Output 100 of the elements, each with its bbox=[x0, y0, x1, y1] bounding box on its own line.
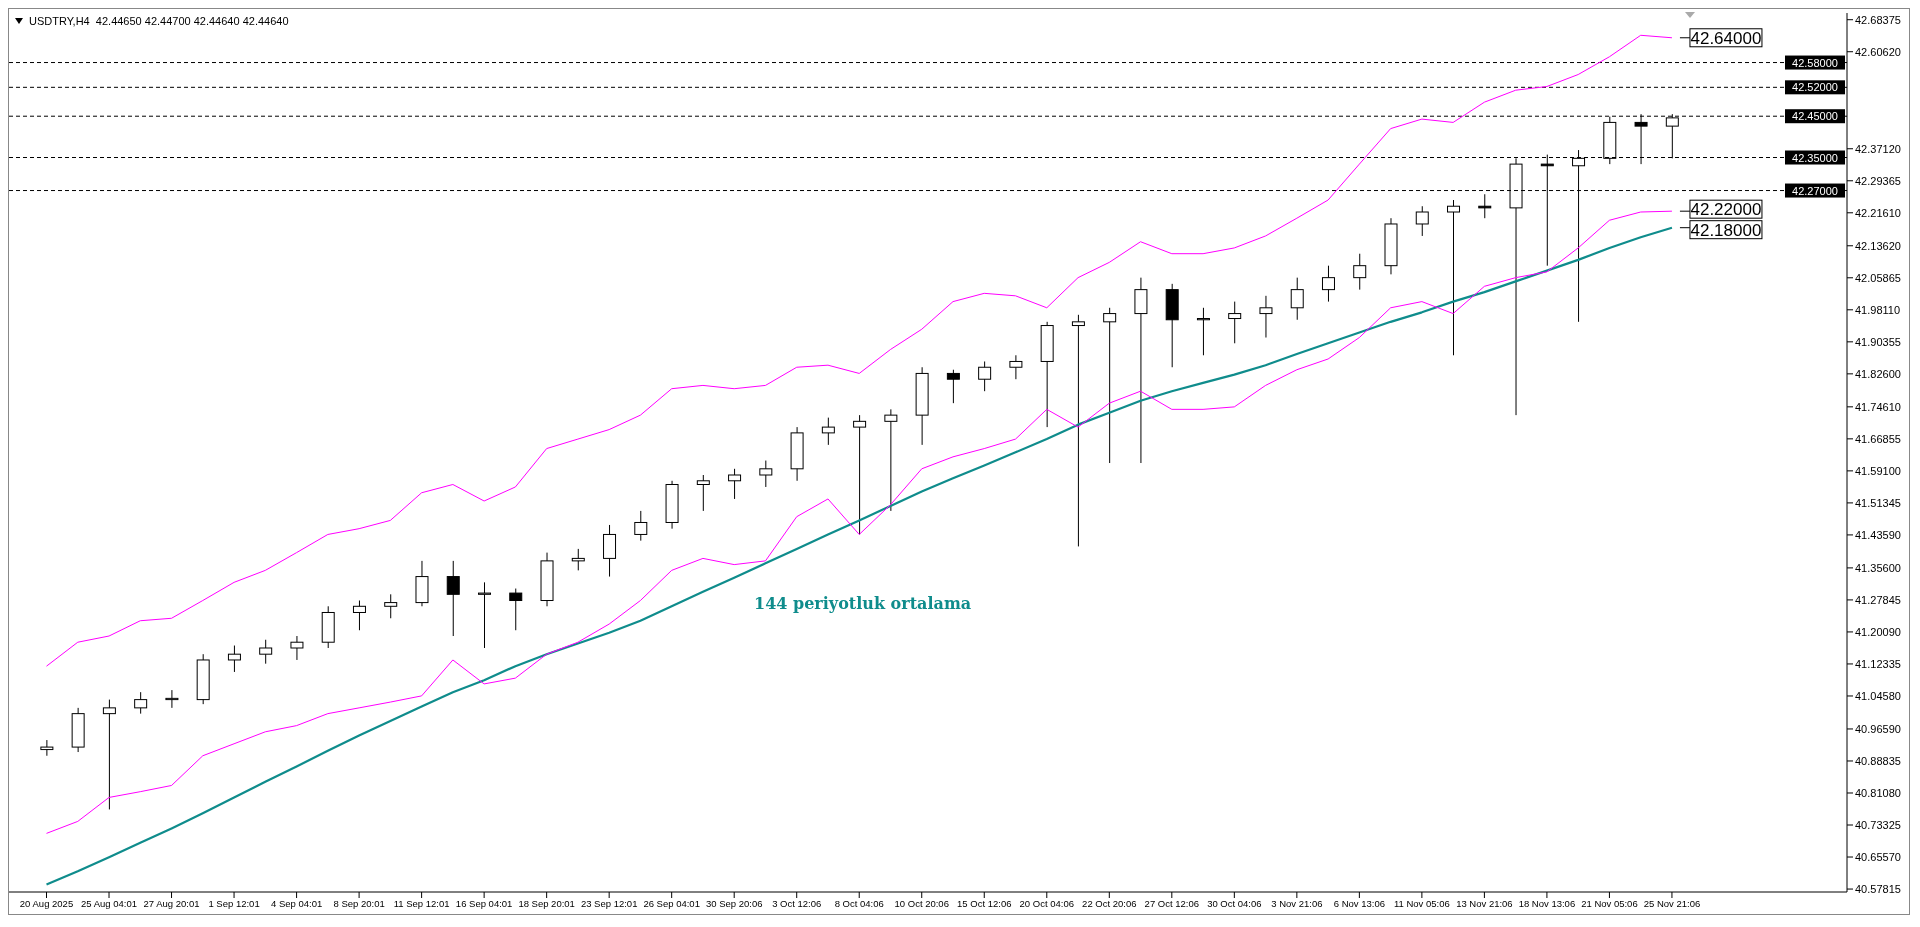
x-tick-label: 18 Nov 13:06 bbox=[1518, 897, 1576, 909]
x-tick-label: 8 Oct 04:06 bbox=[834, 897, 884, 909]
x-tick-label: 3 Oct 12:06 bbox=[772, 897, 822, 909]
candlestick bbox=[509, 588, 523, 631]
candlestick bbox=[165, 689, 179, 709]
candlestick bbox=[227, 645, 241, 673]
candlestick bbox=[1103, 307, 1117, 464]
x-tick-label: 16 Sep 04:01 bbox=[455, 897, 513, 909]
y-tick-label: 42.60620 bbox=[1855, 45, 1901, 58]
y-tick-label: 40.73325 bbox=[1855, 818, 1901, 831]
x-tick-label: 30 Oct 04:06 bbox=[1207, 897, 1262, 909]
text: 42.22000 bbox=[1690, 200, 1762, 220]
candlestick bbox=[946, 369, 960, 404]
candlestick bbox=[978, 360, 992, 392]
candlestick bbox=[1290, 277, 1304, 321]
x-tick-label: 27 Oct 12:06 bbox=[1144, 897, 1200, 909]
x-tick-label: 20 Oct 04:06 bbox=[1019, 897, 1074, 909]
y-tick-label: 40.57815 bbox=[1855, 882, 1901, 895]
candlestick bbox=[1353, 253, 1367, 291]
ref-line-label: 42.27000 bbox=[1792, 184, 1838, 197]
text: 42.64000 bbox=[1690, 28, 1762, 48]
ref-line-label: 42.45000 bbox=[1792, 110, 1838, 123]
x-tick-label: 23 Sep 12:01 bbox=[580, 897, 638, 909]
candlestick bbox=[478, 581, 491, 649]
y-tick-label: 42.05865 bbox=[1855, 271, 1901, 284]
y-tick-label: 41.51345 bbox=[1855, 496, 1901, 509]
x-tick-label: 25 Nov 21:06 bbox=[1643, 897, 1701, 909]
chart-title: USDTRY,H4 42.44650 42.44700 42.44640 42.44640 bbox=[29, 15, 289, 27]
ref-line-label: 42.35000 bbox=[1792, 151, 1838, 164]
candlestick bbox=[1228, 301, 1242, 344]
candlestick bbox=[1478, 193, 1492, 219]
x-tick-label: 13 Nov 21:06 bbox=[1456, 897, 1513, 909]
x-tick-label: 6 Nov 13:06 bbox=[1333, 897, 1385, 909]
candlestick bbox=[102, 699, 116, 810]
candlestick bbox=[446, 560, 460, 637]
ref-line-label: 42.58000 bbox=[1792, 56, 1838, 69]
y-tick-label: 40.96590 bbox=[1855, 722, 1901, 735]
candlestick bbox=[603, 524, 617, 578]
y-tick-label: 40.65570 bbox=[1855, 850, 1901, 863]
candlestick bbox=[1415, 205, 1429, 237]
candlestick bbox=[1259, 295, 1273, 339]
y-tick-label: 41.74610 bbox=[1855, 400, 1901, 413]
candlestick bbox=[1196, 307, 1210, 356]
y-tick-label: 42.21610 bbox=[1855, 206, 1901, 219]
x-tick-label: 3 Nov 21:06 bbox=[1271, 897, 1323, 909]
y-tick-label: 41.27845 bbox=[1855, 593, 1901, 606]
candlestick bbox=[821, 417, 835, 446]
candlestick bbox=[634, 510, 648, 542]
x-tick-label: 10 Oct 20:06 bbox=[894, 897, 949, 909]
candlestick bbox=[1321, 265, 1335, 303]
candlestick bbox=[884, 408, 898, 512]
candlestick bbox=[1071, 314, 1085, 547]
x-tick-label: 30 Sep 20:06 bbox=[705, 897, 763, 909]
x-tick-label: 8 Sep 20:01 bbox=[333, 897, 385, 909]
candlestick bbox=[40, 739, 54, 757]
y-tick-label: 42.37120 bbox=[1855, 142, 1901, 155]
annotation: 144 periyotluk ortalama bbox=[754, 594, 972, 613]
candlestick bbox=[1447, 199, 1461, 356]
x-tick-label: 1 Sep 12:01 bbox=[208, 897, 260, 909]
x-tick-label: 4 Sep 04:01 bbox=[270, 897, 323, 909]
y-tick-label: 42.68375 bbox=[1855, 13, 1901, 26]
candlestick bbox=[853, 414, 867, 535]
text: 42.18000 bbox=[1690, 220, 1762, 240]
candlestick bbox=[759, 460, 773, 488]
x-tick-label: 26 Sep 04:01 bbox=[643, 897, 700, 909]
x-tick-label: 11 Nov 05:06 bbox=[1393, 897, 1450, 909]
y-tick-label: 40.81080 bbox=[1855, 786, 1901, 799]
y-tick-label: 41.82600 bbox=[1855, 367, 1901, 380]
x-tick-label: 18 Sep 20:01 bbox=[518, 897, 575, 909]
candlestick bbox=[571, 548, 585, 571]
candlestick bbox=[259, 639, 273, 665]
ref-line-label: 42.52000 bbox=[1792, 81, 1838, 94]
candlestick bbox=[728, 468, 742, 500]
y-tick-label: 42.29365 bbox=[1855, 174, 1901, 187]
candlestick bbox=[134, 691, 148, 715]
candlestick bbox=[290, 635, 304, 661]
y-tick-label: 41.98110 bbox=[1855, 303, 1901, 316]
candlestick bbox=[1134, 277, 1148, 464]
y-tick-label: 41.35600 bbox=[1855, 561, 1901, 574]
x-tick-label: 15 Oct 12:06 bbox=[957, 897, 1012, 909]
x-tick-label: 21 Nov 05:06 bbox=[1581, 897, 1638, 909]
y-tick-label: 41.04580 bbox=[1855, 689, 1901, 702]
x-tick-label: 22 Oct 20:06 bbox=[1082, 897, 1137, 909]
x-tick-label: 11 Sep 12:01 bbox=[393, 897, 450, 909]
y-tick-label: 41.90355 bbox=[1855, 335, 1901, 348]
y-tick-label: 41.59100 bbox=[1855, 464, 1901, 477]
y-tick-label: 41.43590 bbox=[1855, 528, 1901, 541]
x-tick-label: 20 Aug 2025 bbox=[19, 897, 74, 909]
y-tick-label: 41.66855 bbox=[1855, 432, 1901, 445]
line-series bbox=[46, 34, 1673, 667]
y-tick-label: 42.13620 bbox=[1855, 239, 1901, 252]
y-tick-label: 41.20090 bbox=[1855, 625, 1901, 638]
candlestick bbox=[352, 600, 366, 631]
y-tick-label: 40.88835 bbox=[1855, 754, 1901, 767]
candlestick bbox=[696, 474, 710, 512]
candlestick bbox=[1009, 354, 1023, 380]
candlestick bbox=[384, 593, 398, 619]
x-tick-label: 27 Aug 20:01 bbox=[143, 897, 200, 909]
y-tick-label: 41.12335 bbox=[1855, 657, 1901, 670]
x-tick-label: 25 Aug 04:01 bbox=[81, 897, 138, 909]
